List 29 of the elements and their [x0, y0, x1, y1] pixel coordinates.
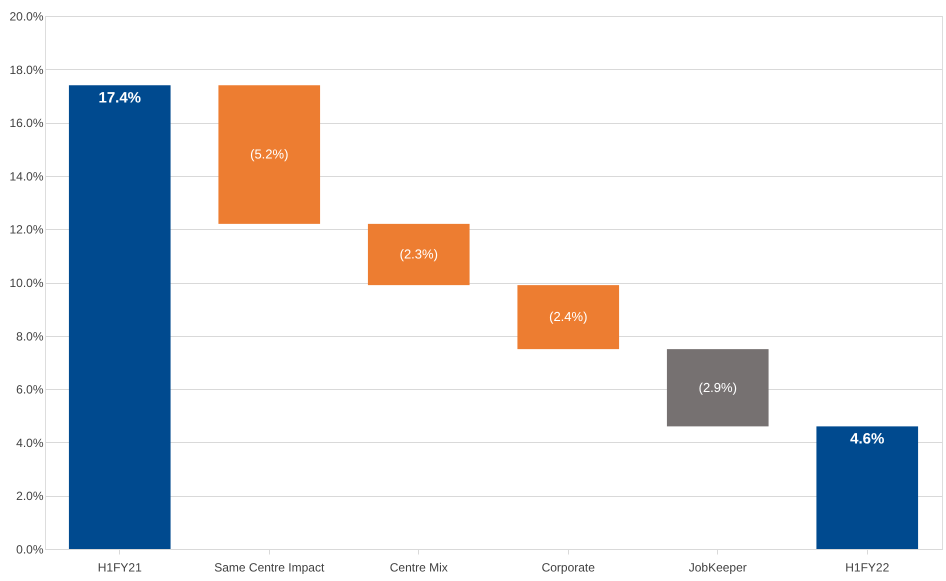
y-tick-label: 4.0% — [16, 436, 44, 450]
data-label: (2.4%) — [549, 309, 588, 324]
y-tick-label: 0.0% — [16, 542, 44, 556]
y-tick-label: 14.0% — [9, 169, 44, 184]
y-tick-label: 20.0% — [9, 10, 44, 24]
y-tick-label: 18.0% — [9, 62, 44, 77]
y-tick-label: 10.0% — [9, 276, 44, 290]
y-tick-label: 8.0% — [16, 329, 44, 344]
x-tick-label: JobKeeper — [688, 560, 747, 574]
x-tick-label: H1FY21 — [98, 560, 142, 574]
x-tick-label: Corporate — [542, 560, 596, 574]
data-label: 4.6% — [850, 430, 884, 448]
y-tick-label: 2.0% — [16, 489, 44, 504]
bar — [517, 285, 620, 350]
bar — [666, 349, 769, 426]
data-label: (5.2%) — [250, 146, 288, 162]
bar — [218, 85, 320, 224]
x-tick-label: Same Centre Impact — [214, 560, 325, 574]
x-tick-label: Centre Mix — [390, 560, 448, 574]
bar — [68, 85, 171, 549]
data-label: 17.4% — [98, 89, 142, 106]
data-label: (2.3%) — [400, 246, 438, 262]
y-tick-label: 16.0% — [9, 116, 44, 130]
bar — [816, 426, 918, 549]
x-tick-label: H1FY22 — [845, 560, 890, 574]
y-tick-label: 6.0% — [16, 382, 44, 397]
bar — [368, 224, 470, 286]
y-tick-label: 12.0% — [9, 222, 44, 237]
data-label: (2.9%) — [698, 380, 737, 395]
